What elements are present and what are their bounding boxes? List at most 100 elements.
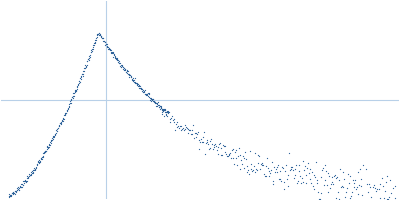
Point xyxy=(363,167,370,171)
Point xyxy=(124,71,130,74)
Point xyxy=(154,101,161,104)
Point xyxy=(352,178,358,181)
Point xyxy=(59,119,65,122)
Point xyxy=(327,186,333,189)
Point xyxy=(145,91,152,94)
Point xyxy=(339,184,345,187)
Point xyxy=(8,195,15,198)
Point xyxy=(146,92,152,96)
Point xyxy=(231,162,237,165)
Point xyxy=(156,103,162,106)
Point xyxy=(192,135,199,138)
Point xyxy=(325,191,332,194)
Point xyxy=(94,33,100,36)
Point xyxy=(276,177,282,180)
Point xyxy=(255,153,262,157)
Point xyxy=(134,84,140,87)
Point xyxy=(96,31,102,34)
Point xyxy=(22,178,29,182)
Point xyxy=(328,183,334,186)
Point xyxy=(86,55,93,58)
Point xyxy=(61,113,68,117)
Point xyxy=(187,129,193,132)
Point xyxy=(149,97,156,101)
Point xyxy=(380,197,387,200)
Point xyxy=(90,46,96,49)
Point xyxy=(46,145,52,149)
Point xyxy=(90,44,97,47)
Point xyxy=(317,175,324,178)
Point xyxy=(55,126,62,129)
Point xyxy=(161,109,167,112)
Point xyxy=(163,112,169,115)
Point xyxy=(214,149,220,152)
Point xyxy=(82,67,88,70)
Point xyxy=(235,154,241,157)
Point xyxy=(111,55,118,58)
Point xyxy=(125,72,132,75)
Point xyxy=(201,130,207,134)
Point xyxy=(60,119,66,123)
Point xyxy=(342,195,348,198)
Point xyxy=(60,116,66,119)
Point xyxy=(107,48,114,51)
Point xyxy=(93,36,99,39)
Point xyxy=(170,119,176,122)
Point xyxy=(14,188,20,191)
Point xyxy=(36,159,43,162)
Point xyxy=(128,76,134,79)
Point xyxy=(24,177,30,180)
Point xyxy=(141,90,147,93)
Point xyxy=(290,168,296,172)
Point xyxy=(142,92,148,95)
Point xyxy=(242,150,248,153)
Point xyxy=(248,168,254,171)
Point xyxy=(62,114,68,117)
Point xyxy=(174,120,181,123)
Point xyxy=(97,35,104,38)
Point xyxy=(71,91,78,94)
Point xyxy=(256,154,262,158)
Point xyxy=(88,49,95,52)
Point xyxy=(47,144,53,147)
Point xyxy=(379,176,385,179)
Point xyxy=(122,70,129,74)
Point xyxy=(72,90,78,93)
Point xyxy=(124,68,130,72)
Point xyxy=(346,175,353,178)
Point xyxy=(42,150,49,153)
Point xyxy=(218,146,225,149)
Point xyxy=(48,139,55,142)
Point xyxy=(304,166,310,169)
Point xyxy=(114,60,121,63)
Point xyxy=(24,174,31,177)
Point xyxy=(10,193,16,196)
Point xyxy=(164,110,171,113)
Point xyxy=(18,185,24,189)
Point xyxy=(247,150,253,153)
Point xyxy=(44,144,50,148)
Point xyxy=(272,168,279,171)
Point xyxy=(182,127,188,130)
Point xyxy=(334,175,340,179)
Point xyxy=(319,169,325,172)
Point xyxy=(353,187,359,190)
Point xyxy=(20,180,27,183)
Point xyxy=(162,108,168,111)
Point xyxy=(263,175,270,178)
Point xyxy=(105,47,112,50)
Point xyxy=(183,126,189,129)
Point xyxy=(81,67,87,70)
Point xyxy=(23,180,30,183)
Point xyxy=(30,171,36,175)
Point xyxy=(181,123,188,126)
Point xyxy=(33,166,39,169)
Point xyxy=(314,182,320,185)
Point xyxy=(84,59,90,62)
Point xyxy=(141,88,148,91)
Point xyxy=(82,65,89,68)
Point xyxy=(153,104,159,107)
Point xyxy=(251,171,258,174)
Point xyxy=(154,104,160,107)
Point xyxy=(140,88,146,91)
